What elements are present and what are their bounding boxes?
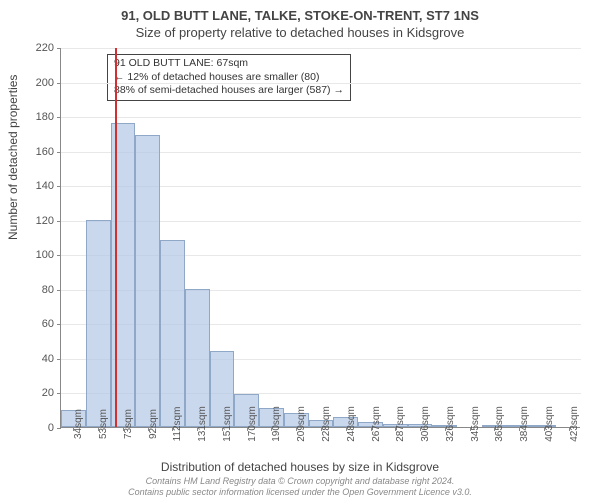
root: 91, OLD BUTT LANE, TALKE, STOKE-ON-TRENT… bbox=[0, 0, 600, 500]
y-tick-label: 20 bbox=[24, 387, 54, 399]
footer-line-2: Contains public sector information licen… bbox=[0, 487, 600, 498]
x-tick-label: 131sqm bbox=[197, 406, 208, 442]
annotation-line-3: 88% of semi-detached houses are larger (… bbox=[114, 84, 344, 98]
y-tick bbox=[57, 48, 61, 49]
x-tick-label: 112sqm bbox=[172, 407, 183, 442]
y-tick-label: 160 bbox=[24, 146, 54, 158]
x-tick-label: 287sqm bbox=[395, 406, 406, 442]
x-tick-label: 306sqm bbox=[420, 406, 431, 442]
y-tick-label: 120 bbox=[24, 215, 54, 227]
x-tick-label: 248sqm bbox=[346, 406, 357, 442]
x-tick-label: 423sqm bbox=[569, 406, 580, 442]
x-tick-label: 92sqm bbox=[148, 409, 159, 439]
x-tick-label: 267sqm bbox=[371, 406, 382, 442]
y-tick-label: 0 bbox=[24, 422, 54, 434]
y-tick-label: 140 bbox=[24, 180, 54, 192]
x-tick-label: 345sqm bbox=[470, 406, 481, 442]
footer: Contains HM Land Registry data © Crown c… bbox=[0, 476, 600, 498]
x-tick-label: 209sqm bbox=[296, 406, 307, 442]
y-tick-label: 200 bbox=[24, 77, 54, 89]
x-tick-label: 53sqm bbox=[98, 409, 109, 439]
histogram-bar bbox=[135, 135, 160, 427]
x-tick-label: 34sqm bbox=[73, 409, 84, 439]
histogram-bar bbox=[111, 123, 136, 427]
y-tick-label: 220 bbox=[24, 42, 54, 54]
x-tick-label: 170sqm bbox=[247, 406, 258, 442]
x-tick-label: 365sqm bbox=[494, 406, 505, 442]
title-line-1: 91, OLD BUTT LANE, TALKE, STOKE-ON-TRENT… bbox=[0, 0, 600, 23]
x-tick-label: 190sqm bbox=[271, 406, 282, 442]
y-tick-label: 40 bbox=[24, 353, 54, 365]
y-tick bbox=[57, 393, 61, 394]
y-tick bbox=[57, 324, 61, 325]
histogram-bar bbox=[160, 240, 185, 427]
y-tick bbox=[57, 152, 61, 153]
y-tick bbox=[57, 186, 61, 187]
gridline bbox=[61, 48, 581, 49]
property-marker-line bbox=[115, 48, 117, 427]
x-tick-label: 73sqm bbox=[123, 409, 134, 439]
x-tick-label: 384sqm bbox=[519, 406, 530, 442]
chart-area: 91 OLD BUTT LANE: 67sqm ← 12% of detache… bbox=[60, 48, 580, 428]
y-tick-label: 180 bbox=[24, 111, 54, 123]
x-axis-label: Distribution of detached houses by size … bbox=[0, 460, 600, 474]
histogram-bar bbox=[86, 220, 111, 427]
y-tick bbox=[57, 290, 61, 291]
plot-region: 91 OLD BUTT LANE: 67sqm ← 12% of detache… bbox=[60, 48, 580, 428]
x-tick-label: 403sqm bbox=[544, 406, 555, 442]
y-tick bbox=[57, 255, 61, 256]
y-tick-label: 100 bbox=[24, 249, 54, 261]
title-line-2: Size of property relative to detached ho… bbox=[0, 23, 600, 40]
y-tick bbox=[57, 428, 61, 429]
y-tick bbox=[57, 221, 61, 222]
footer-line-1: Contains HM Land Registry data © Crown c… bbox=[0, 476, 600, 487]
y-tick-label: 60 bbox=[24, 318, 54, 330]
y-axis-label: Number of detached properties bbox=[6, 75, 20, 240]
x-tick-label: 228sqm bbox=[321, 406, 332, 442]
y-tick-label: 80 bbox=[24, 284, 54, 296]
y-tick bbox=[57, 117, 61, 118]
x-tick-label: 151sqm bbox=[222, 406, 233, 442]
annotation-line-1: 91 OLD BUTT LANE: 67sqm bbox=[114, 57, 344, 71]
y-tick bbox=[57, 359, 61, 360]
x-tick-label: 326sqm bbox=[445, 406, 456, 442]
gridline bbox=[61, 83, 581, 84]
y-tick bbox=[57, 83, 61, 84]
gridline bbox=[61, 117, 581, 118]
annotation-box: 91 OLD BUTT LANE: 67sqm ← 12% of detache… bbox=[107, 54, 351, 101]
